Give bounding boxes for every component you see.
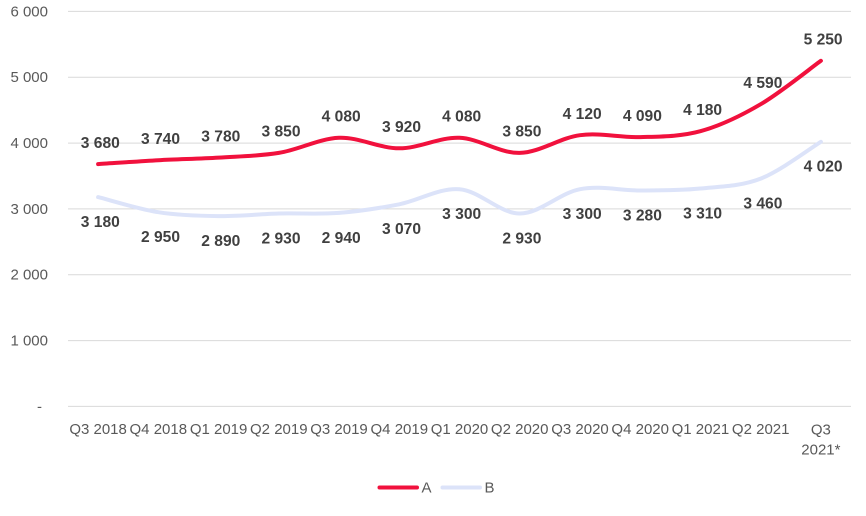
svg-text:3 180: 3 180 xyxy=(81,214,120,231)
svg-text:2 890: 2 890 xyxy=(201,233,240,250)
svg-text:2 940: 2 940 xyxy=(322,230,361,247)
svg-text:6 000: 6 000 xyxy=(10,3,48,20)
svg-text:2 930: 2 930 xyxy=(502,230,541,247)
svg-text:5 250: 5 250 xyxy=(804,32,843,49)
svg-text:3 920: 3 920 xyxy=(382,119,421,136)
svg-text:Q1 2019: Q1 2019 xyxy=(190,421,248,438)
svg-text:3 300: 3 300 xyxy=(563,206,602,223)
svg-text:B: B xyxy=(485,480,495,497)
svg-text:4 090: 4 090 xyxy=(623,108,662,125)
svg-text:4 000: 4 000 xyxy=(10,135,48,152)
svg-text:Q2 2021: Q2 2021 xyxy=(732,421,790,438)
svg-text:3 850: 3 850 xyxy=(502,124,541,141)
svg-text:2 000: 2 000 xyxy=(10,267,48,284)
svg-text:Q3 2018: Q3 2018 xyxy=(69,421,127,438)
svg-text:4 180: 4 180 xyxy=(683,102,722,119)
svg-text:4 080: 4 080 xyxy=(322,109,361,126)
svg-text:3 300: 3 300 xyxy=(442,206,481,223)
svg-text:3 460: 3 460 xyxy=(743,196,782,213)
svg-text:4 020: 4 020 xyxy=(804,159,843,176)
svg-text:2 950: 2 950 xyxy=(141,229,180,246)
svg-text:A: A xyxy=(422,480,432,497)
svg-text:Q3 2019: Q3 2019 xyxy=(310,421,368,438)
svg-text:3 680: 3 680 xyxy=(81,135,120,152)
svg-text:Q2 2020: Q2 2020 xyxy=(491,421,549,438)
svg-text:3 070: 3 070 xyxy=(382,221,421,238)
svg-text:3 280: 3 280 xyxy=(623,207,662,224)
svg-text:2 930: 2 930 xyxy=(261,230,300,247)
svg-text:3 850: 3 850 xyxy=(261,124,300,141)
svg-text:2021*: 2021* xyxy=(801,442,840,459)
svg-text:Q4 2019: Q4 2019 xyxy=(371,421,429,438)
svg-text:3 740: 3 740 xyxy=(141,131,180,148)
svg-text:4 590: 4 590 xyxy=(743,75,782,92)
svg-text:5 000: 5 000 xyxy=(10,69,48,86)
svg-text:Q2 2019: Q2 2019 xyxy=(250,421,308,438)
svg-text:Q4 2020: Q4 2020 xyxy=(611,421,669,438)
svg-text:Q3: Q3 xyxy=(811,422,831,439)
svg-text:Q4 2018: Q4 2018 xyxy=(130,421,188,438)
svg-text:4 120: 4 120 xyxy=(563,106,602,123)
svg-text:1 000: 1 000 xyxy=(10,333,48,350)
svg-text:Q1 2020: Q1 2020 xyxy=(431,421,489,438)
svg-text:3 310: 3 310 xyxy=(683,205,722,222)
svg-text:4 080: 4 080 xyxy=(442,109,481,126)
svg-text:3 780: 3 780 xyxy=(201,128,240,145)
svg-text:Q1 2021: Q1 2021 xyxy=(672,421,730,438)
svg-text:3 000: 3 000 xyxy=(10,201,48,218)
svg-text:Q3 2020: Q3 2020 xyxy=(551,421,609,438)
svg-text:-: - xyxy=(37,398,42,415)
